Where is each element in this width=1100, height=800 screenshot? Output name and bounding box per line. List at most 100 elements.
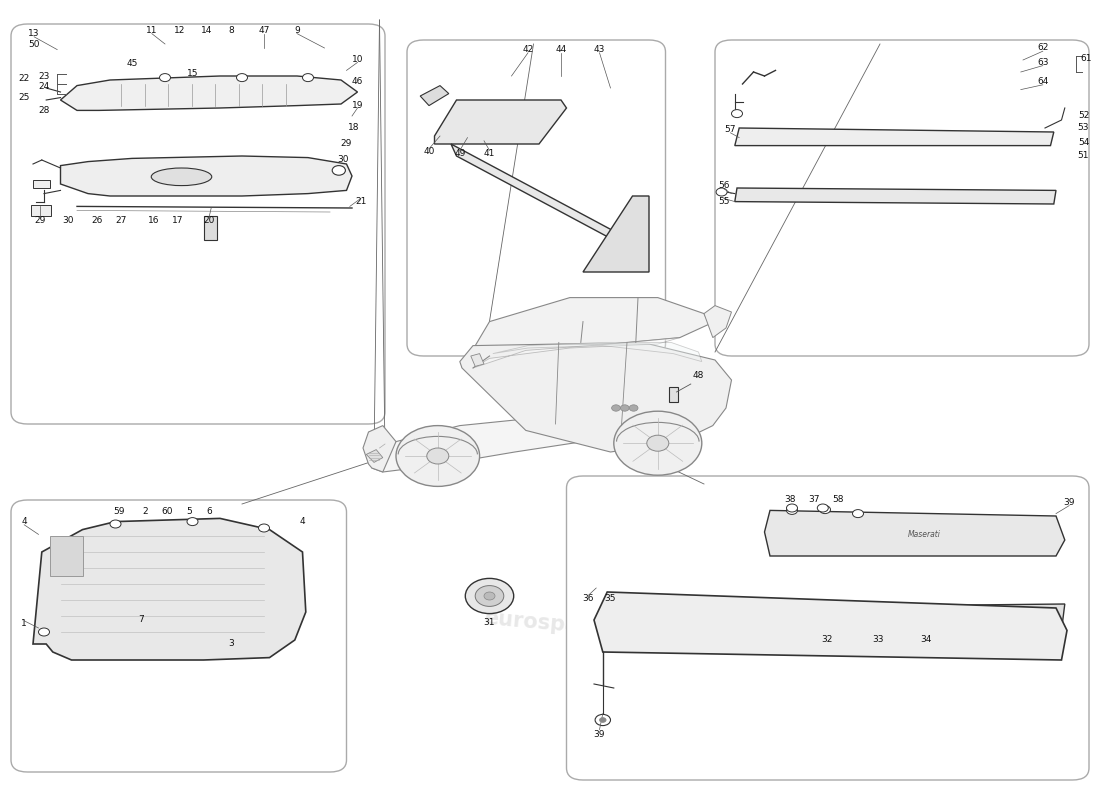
Circle shape — [258, 524, 270, 532]
Text: 9: 9 — [294, 26, 300, 35]
Polygon shape — [451, 144, 644, 256]
Bar — [204, 216, 217, 240]
Text: 53: 53 — [1078, 123, 1089, 133]
Polygon shape — [836, 604, 1065, 632]
Text: 5: 5 — [186, 507, 192, 517]
Circle shape — [614, 411, 702, 475]
Bar — [31, 205, 51, 216]
Text: 61: 61 — [1080, 54, 1091, 63]
Circle shape — [629, 405, 638, 411]
Text: 31: 31 — [484, 618, 495, 627]
Bar — [33, 180, 50, 188]
Circle shape — [332, 166, 345, 175]
Text: 57: 57 — [725, 125, 736, 134]
Circle shape — [484, 592, 495, 600]
Text: 32: 32 — [822, 635, 833, 645]
Circle shape — [110, 520, 121, 528]
Text: 8: 8 — [228, 26, 234, 35]
Circle shape — [647, 435, 669, 451]
Text: eurospares: eurospares — [483, 608, 617, 640]
Text: 43: 43 — [594, 45, 605, 54]
Text: 51: 51 — [1078, 150, 1089, 160]
Text: 26: 26 — [91, 216, 102, 226]
Text: 56: 56 — [718, 181, 729, 190]
Polygon shape — [434, 100, 566, 144]
Text: 39: 39 — [594, 730, 605, 739]
Polygon shape — [60, 76, 358, 110]
Text: 28: 28 — [39, 106, 50, 115]
Polygon shape — [594, 592, 1067, 660]
Text: 50: 50 — [29, 40, 40, 50]
Circle shape — [160, 74, 170, 82]
Text: 45: 45 — [126, 59, 138, 69]
Text: 25: 25 — [19, 93, 30, 102]
Text: 23: 23 — [39, 72, 50, 82]
Ellipse shape — [152, 168, 211, 186]
Text: 7: 7 — [138, 615, 144, 625]
Circle shape — [600, 718, 606, 722]
Polygon shape — [493, 342, 702, 362]
Polygon shape — [764, 510, 1065, 556]
Text: 29: 29 — [341, 139, 352, 149]
Text: 48: 48 — [693, 371, 704, 381]
Circle shape — [612, 405, 620, 411]
Text: 4: 4 — [21, 517, 28, 526]
Text: 6: 6 — [206, 507, 212, 517]
Text: 36: 36 — [583, 594, 594, 603]
Text: 4: 4 — [299, 517, 306, 526]
Text: 47: 47 — [258, 26, 270, 35]
Polygon shape — [704, 306, 732, 338]
Text: 3: 3 — [228, 639, 234, 649]
Text: 63: 63 — [1037, 58, 1048, 67]
Text: 35: 35 — [605, 594, 616, 603]
Text: 10: 10 — [352, 55, 363, 65]
Text: Maserati: Maserati — [908, 530, 940, 539]
Text: 2: 2 — [142, 507, 148, 517]
Polygon shape — [372, 418, 603, 472]
Circle shape — [475, 586, 504, 606]
Text: 27: 27 — [116, 216, 127, 226]
Circle shape — [716, 188, 727, 196]
Circle shape — [465, 578, 514, 614]
Text: 39: 39 — [1064, 498, 1075, 507]
Circle shape — [786, 506, 798, 514]
Text: 60: 60 — [162, 507, 173, 517]
Text: 49: 49 — [454, 149, 465, 158]
Text: 16: 16 — [148, 216, 159, 226]
Text: 59: 59 — [113, 507, 124, 517]
Polygon shape — [735, 188, 1056, 204]
Text: 30: 30 — [338, 155, 349, 165]
Text: 11: 11 — [146, 26, 157, 35]
Polygon shape — [735, 128, 1054, 146]
Circle shape — [817, 504, 828, 512]
Text: 29: 29 — [34, 216, 45, 226]
FancyBboxPatch shape — [566, 476, 1089, 780]
Polygon shape — [366, 450, 383, 462]
Text: 19: 19 — [352, 101, 363, 110]
Polygon shape — [462, 298, 710, 368]
Circle shape — [786, 504, 798, 512]
Text: 58: 58 — [833, 495, 844, 505]
Circle shape — [396, 426, 480, 486]
Circle shape — [852, 510, 864, 518]
Text: eurospares: eurospares — [483, 197, 617, 235]
FancyBboxPatch shape — [11, 500, 346, 772]
Polygon shape — [583, 196, 649, 272]
Text: 52: 52 — [1078, 110, 1089, 120]
Text: 22: 22 — [19, 74, 30, 83]
Circle shape — [620, 405, 629, 411]
Polygon shape — [50, 536, 82, 576]
Text: 14: 14 — [201, 26, 212, 35]
Text: 40: 40 — [424, 147, 434, 157]
Polygon shape — [460, 344, 732, 452]
Text: 55: 55 — [718, 197, 729, 206]
Polygon shape — [363, 426, 396, 472]
Circle shape — [39, 628, 50, 636]
Polygon shape — [473, 338, 680, 368]
Text: 13: 13 — [29, 29, 40, 38]
Polygon shape — [420, 86, 449, 106]
Text: 64: 64 — [1037, 77, 1048, 86]
Bar — [669, 387, 678, 402]
FancyBboxPatch shape — [407, 40, 666, 356]
Text: 15: 15 — [187, 69, 198, 78]
